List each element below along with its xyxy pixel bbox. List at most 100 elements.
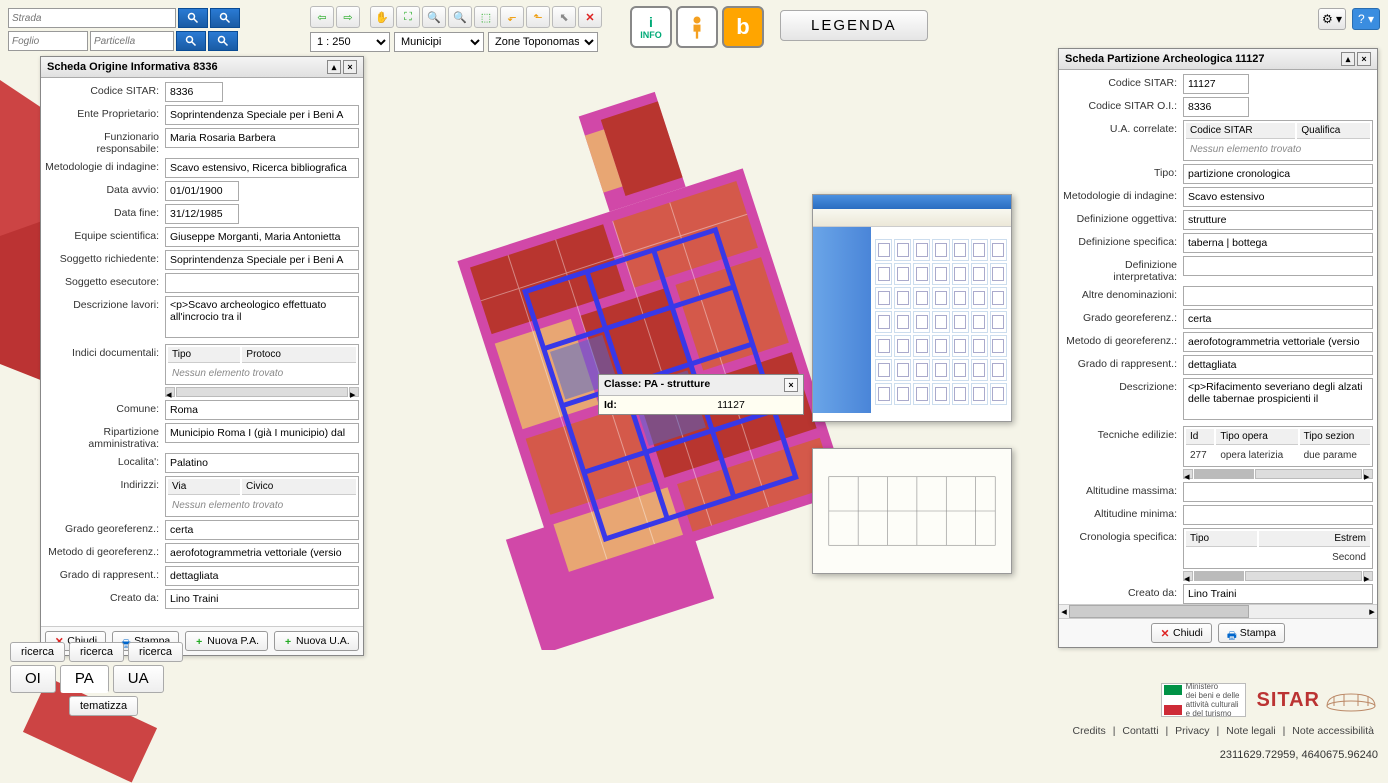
- ente-input[interactable]: [165, 105, 359, 125]
- data-avvio-input[interactable]: [165, 181, 239, 201]
- ricerca-pa-button[interactable]: ricerca: [69, 642, 124, 662]
- tipo-input[interactable]: [1183, 164, 1373, 184]
- grado-rappresent-input[interactable]: [165, 566, 359, 586]
- panel-body[interactable]: Codice SITAR: Codice SITAR O.I.: U.A. co…: [1059, 70, 1377, 604]
- scale-select[interactable]: 1 : 250: [310, 32, 390, 52]
- minimize-button[interactable]: ▴: [327, 60, 341, 74]
- ricerca-oi-button[interactable]: ricerca: [10, 642, 65, 662]
- ripartizione-input[interactable]: [165, 423, 359, 443]
- panel-header[interactable]: Scheda Partizione Archeologica 11127 ▴ ×: [1059, 49, 1377, 70]
- search-strada-button[interactable]: [178, 8, 208, 28]
- tooltip-close-button[interactable]: ×: [784, 378, 798, 392]
- explorer-toolbar: [813, 209, 1011, 227]
- measure-area-button[interactable]: ⬑: [526, 6, 550, 28]
- creato-da-input[interactable]: [1183, 584, 1373, 604]
- metodologie-input[interactable]: [165, 158, 359, 178]
- plan-thumbnail[interactable]: [812, 448, 1012, 574]
- privacy-link[interactable]: Privacy: [1171, 725, 1213, 737]
- altre-denom-input[interactable]: [1183, 286, 1373, 306]
- settings-button[interactable]: ⚙ ▾: [1318, 8, 1346, 30]
- ricerca-ua-button[interactable]: ricerca: [128, 642, 183, 662]
- comune-input[interactable]: [165, 400, 359, 420]
- note-legali-link[interactable]: Note legali: [1222, 725, 1280, 737]
- empty-msg: Nessun elemento trovato: [168, 497, 356, 514]
- pa-tab[interactable]: PA: [60, 665, 109, 693]
- select-button[interactable]: ⬉: [552, 6, 576, 28]
- explorer-thumbnail[interactable]: [812, 194, 1012, 422]
- info-label: INFO: [640, 30, 662, 40]
- chiudi-button[interactable]: ✕Chiudi: [1151, 623, 1212, 643]
- descrizione-textarea[interactable]: <p>Rifacimento severiano degli alzati de…: [1183, 378, 1373, 420]
- help-button[interactable]: ? ▾: [1352, 8, 1380, 30]
- alt-max-input[interactable]: [1183, 482, 1373, 502]
- empty-msg: Nessun elemento trovato: [168, 365, 356, 382]
- codice-sitar-input[interactable]: [1183, 74, 1249, 94]
- search-strada-alt-button[interactable]: [210, 8, 240, 28]
- pan-button[interactable]: ✋: [370, 6, 394, 28]
- ua-tab[interactable]: UA: [113, 665, 164, 693]
- panel-bottom-scroll[interactable]: ◂▸: [1059, 604, 1377, 618]
- localita-input[interactable]: [165, 453, 359, 473]
- note-accessibilita-link[interactable]: Note accessibilità: [1288, 725, 1378, 737]
- bing-button[interactable]: b: [722, 6, 764, 48]
- close-button[interactable]: ×: [1357, 52, 1371, 66]
- def-interpretativa-input[interactable]: [1183, 256, 1373, 276]
- alt-min-input[interactable]: [1183, 505, 1373, 525]
- nuova-ua-button[interactable]: +Nuova U.A.: [274, 631, 359, 651]
- nav-back-button[interactable]: ⇦: [310, 6, 334, 28]
- table-scroll[interactable]: ◂▸: [1183, 571, 1373, 581]
- minimize-button[interactable]: ▴: [1341, 52, 1355, 66]
- label: Metodo di georeferenz.:: [1063, 332, 1183, 347]
- grado-georef-input[interactable]: [1183, 309, 1373, 329]
- clear-button[interactable]: ✕: [578, 6, 602, 28]
- label: Descrizione lavori:: [45, 296, 165, 311]
- measure-line-button[interactable]: ⬐: [500, 6, 524, 28]
- soggetto-richiedente-input[interactable]: [165, 250, 359, 270]
- grado-rappresent-input[interactable]: [1183, 355, 1373, 375]
- municipi-select[interactable]: Municipi: [394, 32, 484, 52]
- info-button[interactable]: i INFO: [630, 6, 672, 48]
- contatti-link[interactable]: Contatti: [1118, 725, 1162, 737]
- legend-button[interactable]: LEGENDA: [780, 10, 928, 41]
- zone-select[interactable]: Zone Toponomastiche: [488, 32, 598, 52]
- credits-link[interactable]: Credits: [1069, 725, 1110, 737]
- streetview-button[interactable]: [676, 6, 718, 48]
- strada-input[interactable]: [8, 8, 176, 28]
- col-header: Tipo sezion: [1300, 429, 1370, 445]
- extent-button[interactable]: ⛶: [396, 6, 420, 28]
- codice-sitar-oi-input[interactable]: [1183, 97, 1249, 117]
- def-oggettiva-input[interactable]: [1183, 210, 1373, 230]
- descrizione-textarea[interactable]: <p>Scavo archeologico effettuato all'inc…: [165, 296, 359, 338]
- search-foglio-alt-button[interactable]: [208, 31, 238, 51]
- def-specifica-input[interactable]: [1183, 233, 1373, 253]
- metodo-georef-input[interactable]: [1183, 332, 1373, 352]
- zoom-box-button[interactable]: ⬚: [474, 6, 498, 28]
- archaeological-map[interactable]: [400, 90, 880, 650]
- metodo-georef-input[interactable]: [165, 543, 359, 563]
- tematizza-button[interactable]: tematizza: [69, 696, 138, 716]
- panel-header[interactable]: Scheda Origine Informativa 8336 ▴ ×: [41, 57, 363, 78]
- stampa-button[interactable]: 🖶Stampa: [1218, 623, 1285, 643]
- nav-forward-button[interactable]: ⇨: [336, 6, 360, 28]
- table-scroll[interactable]: ◂▸: [1183, 469, 1373, 479]
- ministry-logo: Ministerodei beni e delleattività cultur…: [1161, 683, 1247, 717]
- funzionario-input[interactable]: [165, 128, 359, 148]
- nuova-pa-button[interactable]: +Nuova P.A.: [185, 631, 268, 651]
- grado-georef-input[interactable]: [165, 520, 359, 540]
- close-button[interactable]: ×: [343, 60, 357, 74]
- label: U.A. correlate:: [1063, 120, 1183, 135]
- oi-tab[interactable]: OI: [10, 665, 56, 693]
- table-scroll[interactable]: ◂▸: [165, 387, 359, 397]
- panel-body[interactable]: Codice SITAR: Ente Proprietario: Funzion…: [41, 78, 363, 626]
- zoom-out-button[interactable]: 🔍: [448, 6, 472, 28]
- soggetto-esecutore-input[interactable]: [165, 273, 359, 293]
- codice-sitar-input[interactable]: [165, 82, 223, 102]
- foglio-input[interactable]: [8, 31, 88, 51]
- particella-input[interactable]: [90, 31, 174, 51]
- zoom-in-button[interactable]: 🔍: [422, 6, 446, 28]
- equipe-input[interactable]: [165, 227, 359, 247]
- creato-da-input[interactable]: [165, 589, 359, 609]
- data-fine-input[interactable]: [165, 204, 239, 224]
- metodologie-input[interactable]: [1183, 187, 1373, 207]
- search-foglio-button[interactable]: [176, 31, 206, 51]
